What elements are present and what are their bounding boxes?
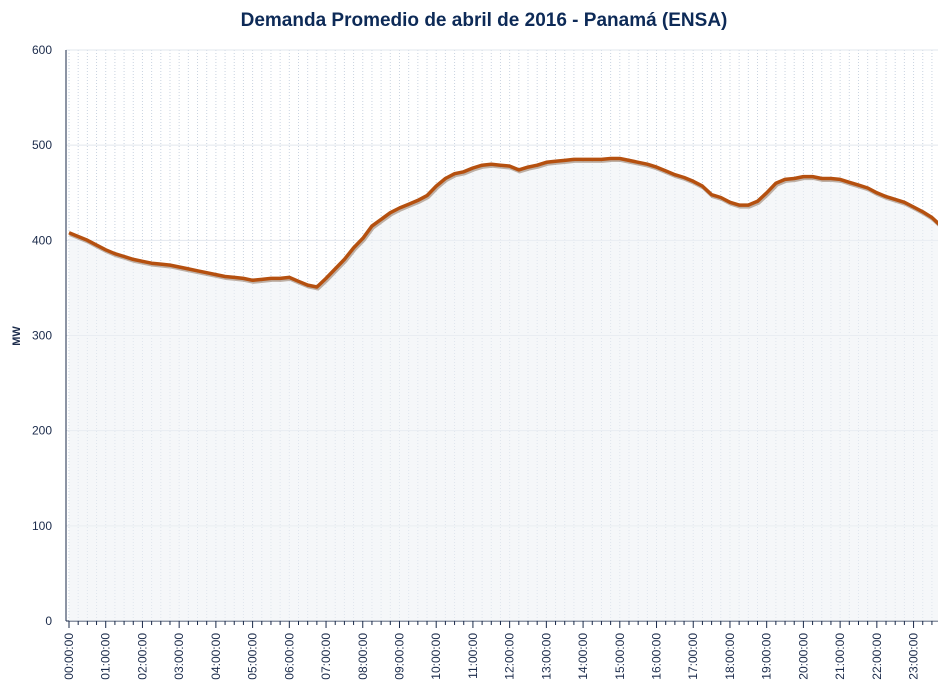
y-tick-label: 400	[32, 233, 52, 247]
x-tick-label: 21:00:00	[833, 633, 847, 680]
y-tick-label: 0	[45, 614, 52, 628]
y-tick-label: 200	[32, 424, 52, 438]
x-tick-label: 20:00:00	[796, 633, 810, 680]
x-tick-label: 10:00:00	[429, 633, 443, 680]
x-tick-label: 14:00:00	[576, 633, 590, 680]
y-tick-label: 600	[32, 43, 52, 57]
line	[68, 156, 938, 289]
x-tick-label: 22:00:00	[870, 633, 884, 680]
x-tick-label: 05:00:00	[246, 633, 260, 680]
x-tick-label: 16:00:00	[650, 633, 664, 680]
x-tick-label: 08:00:00	[356, 633, 370, 680]
x-tick-label: 04:00:00	[209, 633, 223, 680]
x-tick-label: 02:00:00	[135, 633, 149, 680]
x-tick-label: 00:00:00	[62, 633, 76, 680]
x-tick-label: 12:00:00	[503, 633, 517, 680]
x-tick-label: 17:00:00	[686, 633, 700, 680]
y-tick-label: 100	[32, 519, 52, 533]
chart-title: Demanda Promedio de abril de 2016 - Pana…	[241, 10, 728, 31]
y-tick-label: 500	[32, 138, 52, 152]
y-axis-label: MW	[11, 326, 23, 346]
y-tick-label: 300	[32, 329, 52, 343]
x-tick-label: 11:00:00	[466, 633, 480, 679]
x-tick-label: 19:00:00	[760, 633, 774, 680]
x-tick-label: 07:00:00	[319, 633, 333, 680]
x-tick-label: 03:00:00	[172, 633, 186, 680]
x-tick-label: 15:00:00	[613, 633, 627, 680]
area	[69, 158, 938, 621]
x-tick-label: 23:00:00	[907, 633, 921, 680]
x-tick-label: 01:00:00	[99, 633, 113, 680]
x-tick-label: 09:00:00	[392, 633, 406, 680]
x-tick-label: 18:00:00	[723, 633, 737, 680]
x-tick-label: 13:00:00	[539, 633, 553, 680]
x-tick-label: 06:00:00	[282, 633, 296, 680]
